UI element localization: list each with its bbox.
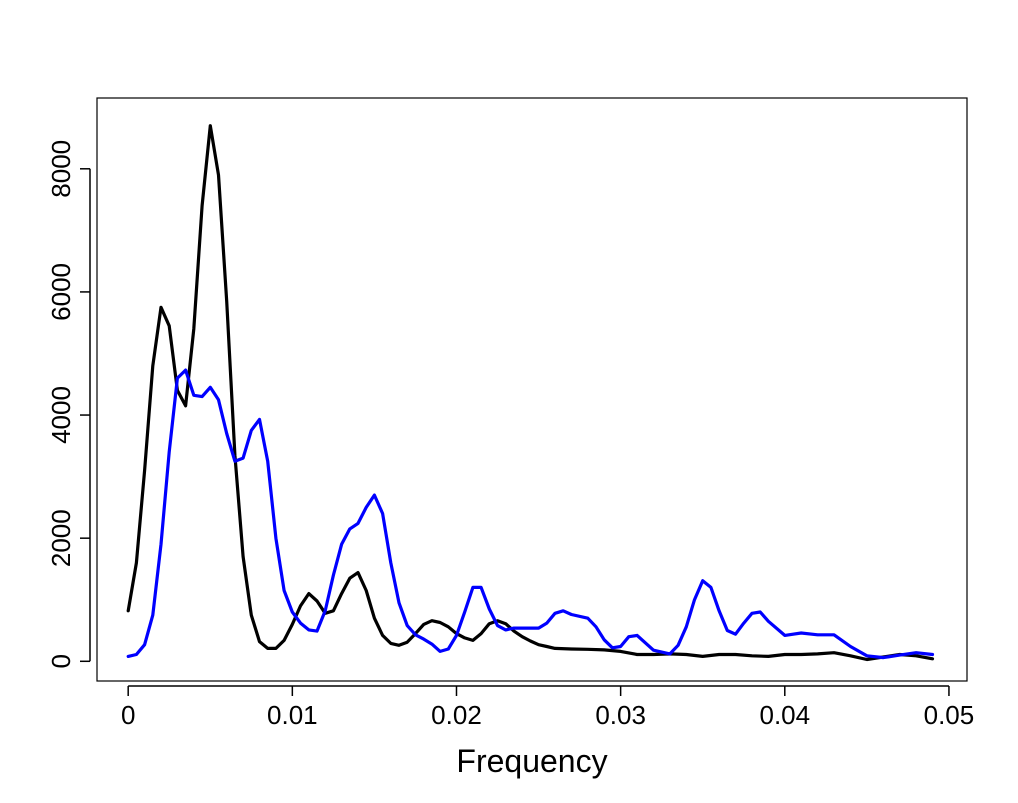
plot-frame <box>96 97 968 682</box>
x-axis-title: Frequency <box>456 743 607 779</box>
x-tick-label: 0.05 <box>924 700 975 730</box>
y-axis: 0 2000 4000 6000 8000 <box>46 140 91 669</box>
x-tick-label: 0.02 <box>431 700 482 730</box>
y-tick-label: 8000 <box>46 140 76 198</box>
series-1-line <box>126 124 935 662</box>
x-tick-label: 0.03 <box>595 700 646 730</box>
y-tick-label: 0 <box>46 654 76 668</box>
y-tick-label: 4000 <box>46 386 76 444</box>
x-tick-label: 0 <box>121 700 135 730</box>
x-axis: 0 0.01 0.02 0.03 0.04 0.05 <box>121 685 975 730</box>
y-tick-label: 2000 <box>46 509 76 567</box>
series-2-line <box>126 368 935 660</box>
y-tick-label: 6000 <box>46 263 76 321</box>
x-tick-label: 0.04 <box>759 700 810 730</box>
x-tick-label: 0.01 <box>267 700 318 730</box>
series-layer <box>126 124 935 662</box>
